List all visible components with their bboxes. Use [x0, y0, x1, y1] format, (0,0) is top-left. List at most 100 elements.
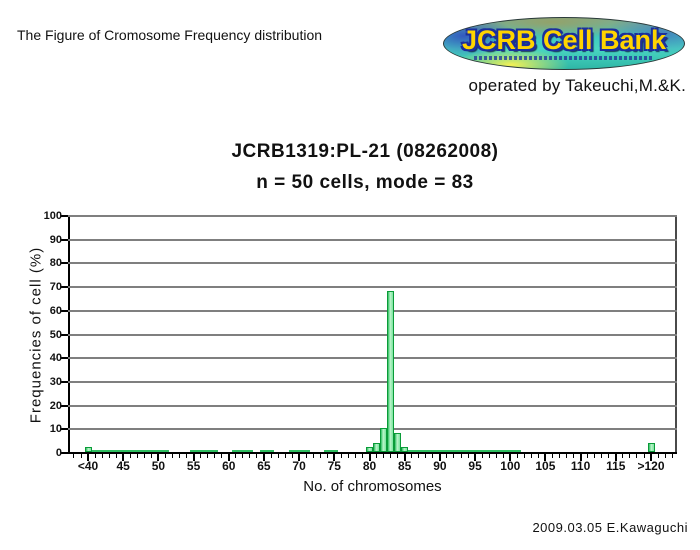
- x-minor-tick: [432, 454, 434, 458]
- x-minor-tick: [326, 454, 328, 458]
- x-major-tick: [474, 454, 477, 461]
- x-minor-tick: [235, 454, 237, 458]
- y-tick: [61, 215, 68, 217]
- x-tick-label: 105: [535, 459, 556, 473]
- x-minor-tick: [305, 454, 307, 458]
- x-minor-tick: [488, 454, 490, 458]
- x-minor-tick: [516, 454, 518, 458]
- bar-81: [373, 442, 380, 452]
- grid-line: [68, 286, 677, 289]
- x-minor-tick: [495, 454, 497, 458]
- x-minor-tick: [221, 454, 223, 458]
- zero-trace-segment: [232, 450, 254, 452]
- x-minor-tick: [390, 454, 392, 458]
- x-minor-tick: [312, 454, 314, 458]
- bar-80: [366, 447, 373, 452]
- grid-line: [68, 380, 677, 383]
- y-tick-label: 50: [49, 328, 62, 341]
- x-minor-tick: [179, 454, 180, 458]
- x-minor-tick: [552, 454, 553, 458]
- x-minor-tick: [136, 454, 138, 458]
- zero-trace-segment: [91, 450, 155, 452]
- grid-line: [68, 404, 677, 407]
- y-tick: [61, 404, 68, 407]
- zero-trace-segment: [288, 450, 310, 452]
- x-tick-label: 90: [433, 459, 447, 473]
- x-axis-title: No. of chromosomes: [303, 478, 442, 495]
- operated-by-text: operated by Takeuchi,M.&K.: [468, 76, 686, 95]
- x-minor-tick: [347, 454, 349, 458]
- x-tick-label: >120: [637, 459, 665, 473]
- x-minor-tick: [354, 454, 356, 458]
- y-tick-label: 60: [49, 304, 62, 317]
- x-minor-tick: [453, 454, 455, 458]
- x-major-tick: [87, 454, 89, 461]
- y-tick-label: 20: [49, 399, 62, 412]
- y-tick: [61, 380, 68, 383]
- x-minor-tick: [143, 454, 145, 458]
- x-minor-tick: [284, 454, 286, 458]
- x-tick-label: 100: [500, 459, 521, 473]
- x-minor-tick: [129, 454, 131, 458]
- bar-83: [387, 290, 395, 452]
- logo-text: JCRB Cell Bank: [461, 25, 667, 55]
- x-minor-tick: [340, 454, 342, 458]
- x-tick-label: 80: [362, 459, 377, 473]
- zero-trace-segment: [154, 450, 169, 452]
- chart-subtitle: n = 50 cells, mode = 83: [256, 172, 474, 193]
- y-tick-label: 40: [49, 352, 62, 365]
- zero-trace-segment: [190, 450, 219, 452]
- x-major-tick: [298, 454, 301, 461]
- x-axis-line: [68, 452, 677, 454]
- x-minor-tick: [256, 454, 258, 458]
- x-minor-tick: [186, 454, 187, 458]
- grid-line: [68, 262, 677, 265]
- grid-line: [68, 238, 677, 241]
- x-minor-tick: [291, 454, 293, 458]
- jcrb-cell-bank-logo: JCRB Cell Bank: [443, 17, 685, 70]
- y-tick: [61, 238, 68, 241]
- x-minor-tick: [587, 454, 589, 458]
- zero-trace-segment: [408, 450, 521, 452]
- grid-line: [68, 309, 677, 312]
- x-minor-tick: [657, 454, 659, 458]
- x-minor-tick: [629, 454, 631, 458]
- chart-title: JCRB1319:PL-21 (08262008): [231, 141, 499, 162]
- x-minor-tick: [664, 454, 666, 458]
- x-minor-tick: [671, 454, 673, 458]
- x-major-tick: [438, 454, 441, 461]
- y-tick-label: 90: [49, 233, 62, 246]
- x-minor-tick: [214, 454, 216, 458]
- x-minor-tick: [636, 454, 638, 458]
- plot-area: [61, 215, 677, 454]
- x-minor-tick: [566, 454, 567, 458]
- y-tick-label: 80: [49, 257, 62, 270]
- x-major-tick: [368, 454, 371, 461]
- x-tick-label: <40: [77, 459, 99, 473]
- x-major-tick: [333, 454, 336, 461]
- x-minor-tick: [164, 454, 166, 458]
- x-minor-tick: [115, 454, 117, 458]
- x-major-tick: [262, 454, 265, 461]
- x-tick-label: 50: [151, 459, 166, 473]
- x-major-tick: [122, 454, 125, 461]
- x-minor-tick: [383, 454, 385, 458]
- x-minor-tick: [150, 454, 152, 458]
- x-major-tick: [157, 454, 160, 461]
- x-minor-tick: [425, 454, 427, 458]
- x-minor-tick: [446, 454, 448, 458]
- grid-line: [68, 357, 677, 360]
- x-minor-tick: [460, 454, 462, 458]
- x-minor-tick: [530, 454, 532, 458]
- y-tick-label: 30: [49, 375, 62, 388]
- x-major-tick: [614, 454, 617, 461]
- logo-subtext-decoration: [474, 56, 654, 60]
- credit-text: 2009.03.05 E.Kawaguchi: [532, 520, 688, 535]
- x-minor-tick: [242, 454, 244, 458]
- y-tick: [61, 309, 68, 312]
- x-minor-tick: [537, 454, 539, 458]
- x-minor-tick: [319, 454, 321, 458]
- x-tick-label: 85: [398, 459, 412, 473]
- x-tick-label: 45: [116, 459, 130, 473]
